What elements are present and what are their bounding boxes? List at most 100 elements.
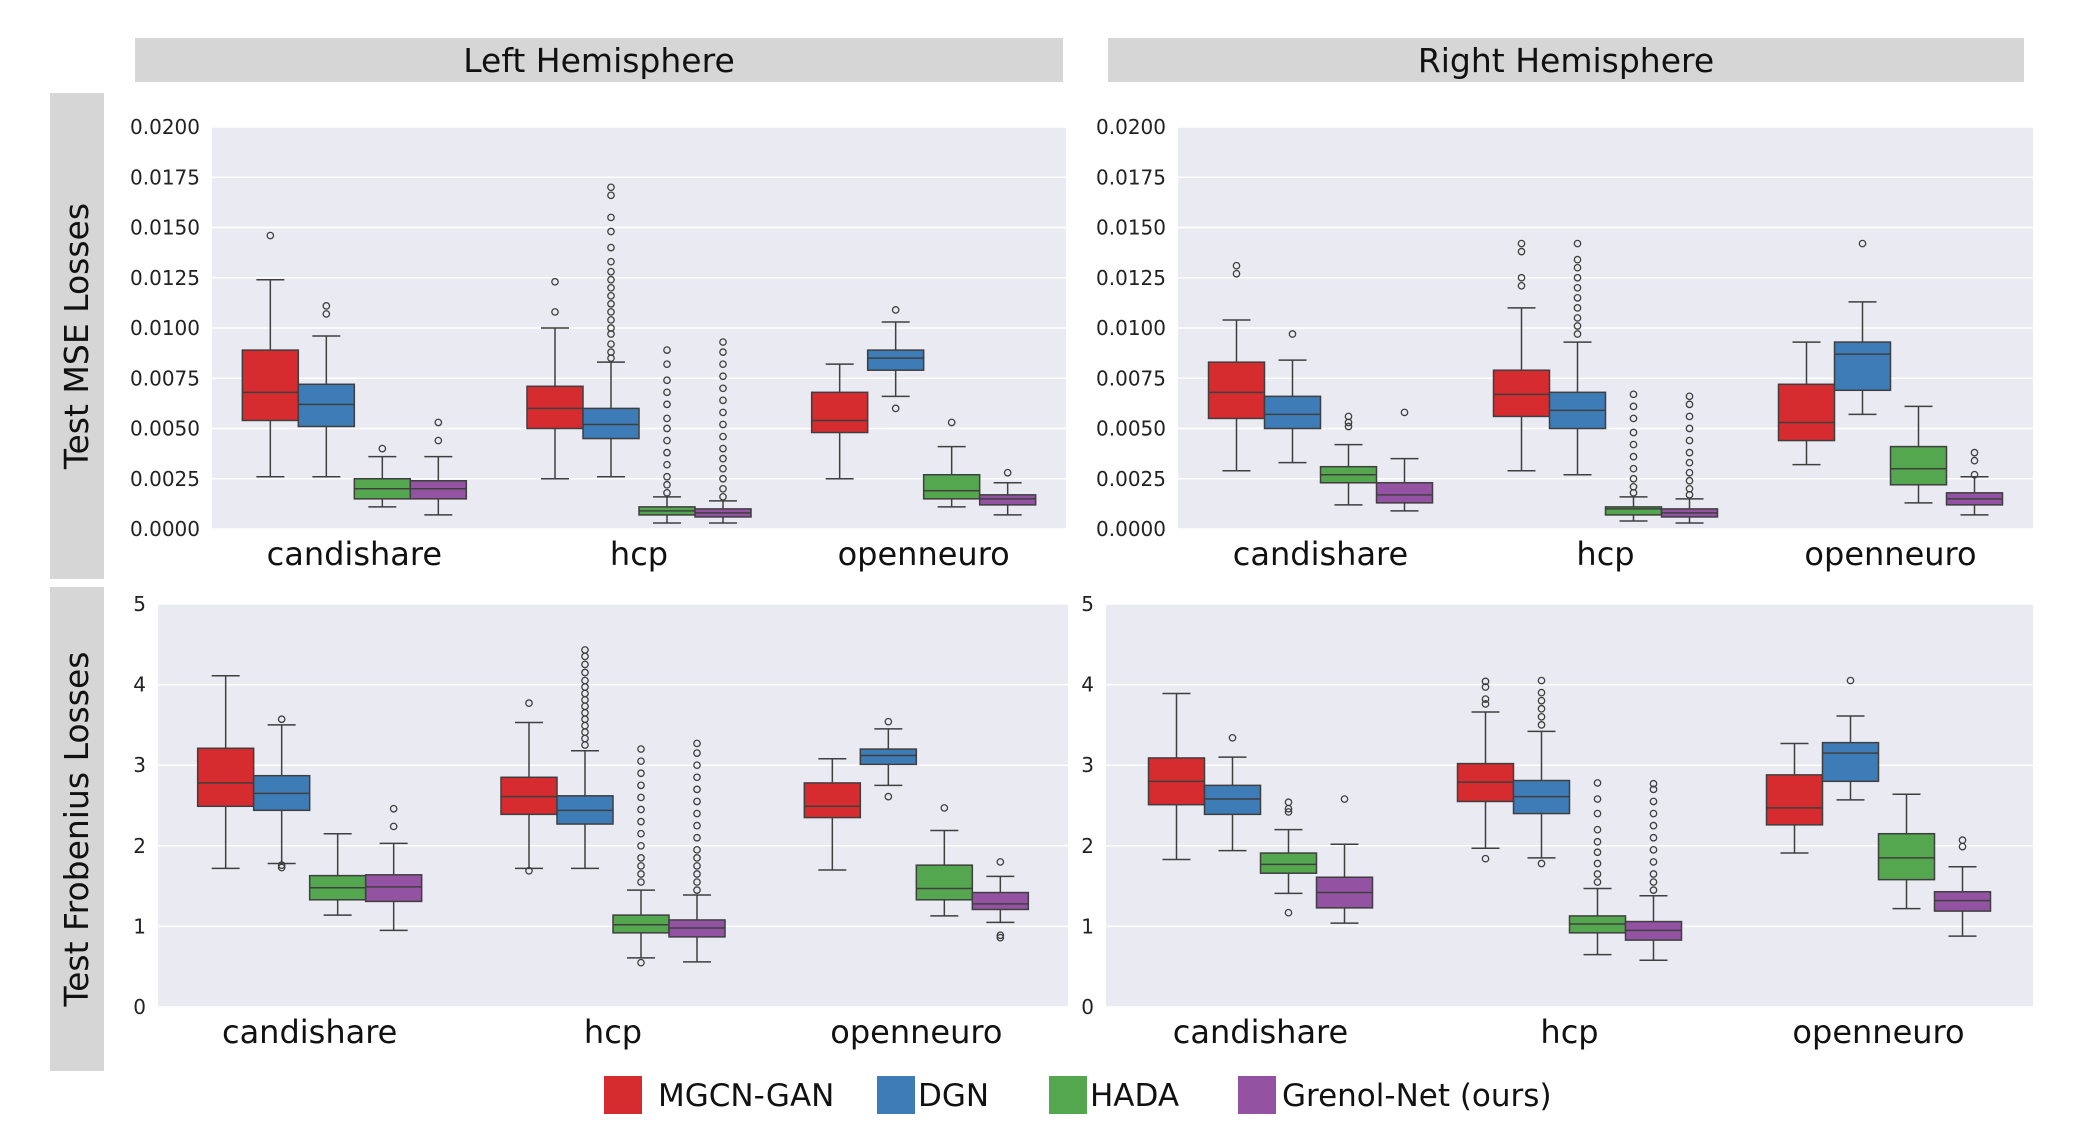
- outlier-point: [663, 346, 671, 354]
- outlier-point: [663, 472, 671, 481]
- left-hemisphere-title: Left Hemisphere: [463, 41, 735, 80]
- box-grenol-net-ours--candishare: [1375, 408, 1434, 512]
- y-tick-label: 1: [133, 914, 146, 938]
- outlier-point: [1685, 448, 1694, 457]
- outlier-point: [1685, 392, 1694, 401]
- outlier-point: [1629, 390, 1638, 399]
- iqr-box: [1259, 852, 1318, 874]
- outlier-point: [693, 749, 701, 757]
- outlier-point: [884, 717, 893, 726]
- outlier-point: [1537, 696, 1546, 705]
- outlier-point: [719, 464, 727, 473]
- box-hada-openneuro: [915, 804, 974, 917]
- y-tick-label: 0.0050: [1096, 417, 1166, 441]
- y-tick-label: 5: [1081, 592, 1094, 616]
- mse-row-strip: [50, 93, 104, 579]
- outlier-point: [1593, 870, 1602, 878]
- outlier-point: [663, 448, 671, 457]
- box-dgn-candishare: [1263, 330, 1322, 464]
- outlier-point: [525, 699, 533, 707]
- box-grenol-net-ours--candishare: [364, 804, 423, 932]
- iqr-box: [1203, 784, 1262, 816]
- outlier-point: [663, 414, 671, 423]
- box-dgn-openneuro: [859, 717, 918, 801]
- legend-label-mgcn-gan: MGCN-GAN: [658, 1078, 834, 1114]
- outlier-point: [277, 861, 286, 869]
- outlier-point: [277, 715, 286, 724]
- outlier-point: [719, 432, 727, 441]
- y-tick-label: 2: [133, 834, 146, 858]
- iqr-box: [915, 864, 974, 901]
- outlier-point: [693, 773, 701, 782]
- outlier-point: [637, 769, 645, 778]
- outlier-point: [607, 213, 615, 222]
- left-hemisphere-strip: [135, 38, 1063, 82]
- iqr-box: [922, 473, 981, 500]
- outlier-point: [607, 316, 615, 324]
- outlier-point: [637, 781, 645, 790]
- outlier-point: [1400, 408, 1409, 417]
- outlier-point: [322, 310, 331, 318]
- outlier-point: [1649, 870, 1658, 878]
- outlier-point: [663, 360, 671, 369]
- outlier-point: [1481, 695, 1490, 703]
- iqr-box: [1263, 395, 1322, 430]
- outlier-point: [1537, 704, 1546, 713]
- outlier-point: [1344, 412, 1353, 421]
- outlier-point: [1232, 269, 1241, 278]
- box-dgn-candishare: [252, 715, 311, 872]
- outlier-point: [663, 388, 671, 397]
- outlier-point: [525, 866, 533, 875]
- outlier-point: [1340, 795, 1349, 803]
- outlier-point: [1228, 733, 1237, 742]
- outlier-point: [1629, 482, 1638, 491]
- iqr-box: [1933, 890, 1992, 912]
- outlier-point: [637, 870, 645, 878]
- box-hada-hcp: [612, 745, 670, 967]
- y-tick-label: 0.0000: [130, 517, 200, 541]
- outlier-point: [1629, 452, 1638, 461]
- outlier-point: [693, 761, 701, 770]
- iqr-box: [526, 385, 584, 430]
- outlier-point: [1288, 330, 1297, 338]
- outlier-point: [637, 854, 645, 862]
- y-tick-label: 4: [1081, 673, 1094, 697]
- outlier-point: [607, 300, 615, 308]
- y-tick-label: 3: [133, 753, 146, 777]
- outlier-point: [693, 739, 701, 748]
- y-tick-label: 0.0125: [130, 266, 200, 290]
- y-tick-label: 0.0075: [130, 366, 200, 390]
- outlier-point: [1593, 848, 1602, 857]
- box-mgcn-gan-openneuro: [810, 363, 869, 480]
- iqr-box: [297, 383, 356, 428]
- outlier-point: [1685, 412, 1694, 421]
- outlier-point: [1685, 484, 1694, 493]
- outlier-point: [1629, 428, 1638, 437]
- outlier-point: [607, 324, 615, 332]
- box-mgcn-gan-candishare: [1147, 692, 1206, 861]
- outlier-point: [1344, 422, 1353, 431]
- y-tick-label: 0.0125: [1096, 266, 1166, 290]
- outlier-point: [693, 870, 701, 878]
- outlier-point: [719, 396, 727, 405]
- y-tick-label: 0: [133, 995, 146, 1019]
- box-dgn-hcp: [1548, 239, 1607, 476]
- outlier-point: [1649, 821, 1658, 830]
- outlier-point: [1858, 239, 1867, 248]
- box-dgn-candishare: [1203, 733, 1262, 852]
- outlier-point: [663, 436, 671, 445]
- outlier-point: [719, 372, 727, 381]
- outlier-point: [1629, 440, 1638, 449]
- y-tick-label: 1: [1081, 914, 1094, 938]
- outlier-point: [663, 400, 671, 409]
- outlier-point: [1284, 798, 1293, 807]
- outlier-point: [607, 291, 615, 300]
- frobenius-row-title: Test Frobenius Losses: [57, 652, 96, 1008]
- box-grenol-net-ours--candishare: [409, 418, 468, 516]
- x-category-label: candishare: [222, 1013, 397, 1051]
- outlier-point: [719, 444, 727, 453]
- box-mgcn-gan-candishare: [1207, 261, 1266, 472]
- iqr-box: [409, 480, 468, 500]
- outlier-point: [719, 338, 727, 346]
- outlier-point: [1517, 281, 1526, 290]
